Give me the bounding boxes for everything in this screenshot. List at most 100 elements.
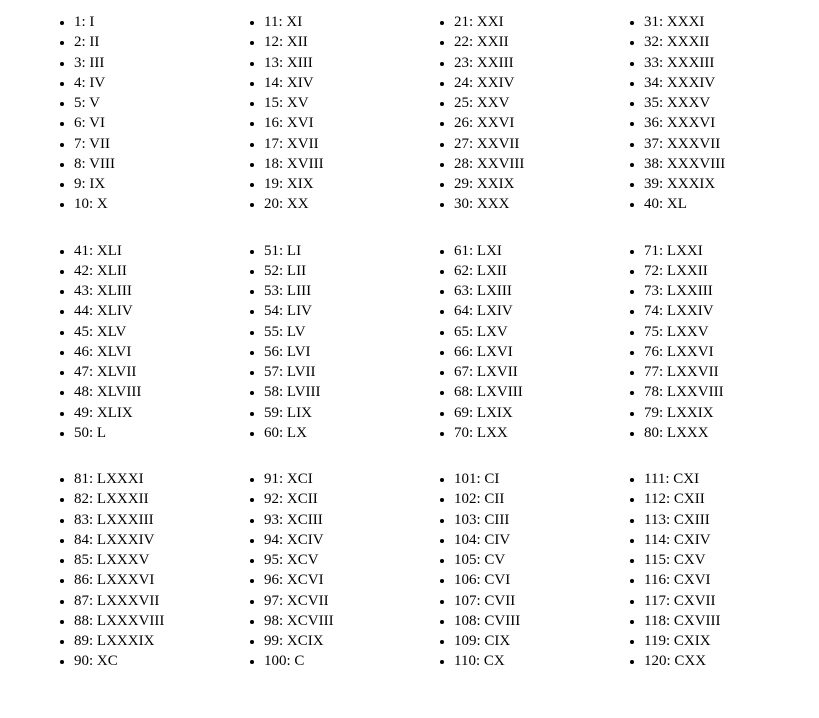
list-item: 35: XXXV bbox=[644, 93, 790, 113]
list-item: 30: XXX bbox=[454, 194, 600, 214]
list-item: 16: XVI bbox=[264, 113, 410, 133]
list-item: 78: LXXVIII bbox=[644, 382, 790, 402]
list-item: 28: XXVIII bbox=[454, 154, 600, 174]
list-item: 5: V bbox=[74, 93, 220, 113]
list-item: 80: LXXX bbox=[644, 423, 790, 443]
col-51-60: 51: LI 52: LII 53: LIII 54: LIV 55: LV 5… bbox=[220, 241, 410, 444]
list-item: 115: CXV bbox=[644, 550, 790, 570]
list-item: 83: LXXXIII bbox=[74, 510, 220, 530]
list-item: 66: LXVI bbox=[454, 342, 600, 362]
list-item: 119: CXIX bbox=[644, 631, 790, 651]
list-item: 53: LIII bbox=[264, 281, 410, 301]
list-item: 17: XVII bbox=[264, 134, 410, 154]
list-item: 99: XCIX bbox=[264, 631, 410, 651]
list-item: 62: LXII bbox=[454, 261, 600, 281]
numeral-table: 1: I 2: II 3: III 4: IV 5: V 6: VI 7: VI… bbox=[30, 12, 789, 672]
list-item: 106: CVI bbox=[454, 570, 600, 590]
row-2: 41: XLI 42: XLII 43: XLIII 44: XLIV 45: … bbox=[30, 241, 789, 444]
list-item: 34: XXXIV bbox=[644, 73, 790, 93]
list-item: 77: LXXVII bbox=[644, 362, 790, 382]
list-item: 105: CV bbox=[454, 550, 600, 570]
list-item: 45: XLV bbox=[74, 322, 220, 342]
list-item: 117: CXVII bbox=[644, 591, 790, 611]
list-item: 113: CXIII bbox=[644, 510, 790, 530]
list-item: 69: LXIX bbox=[454, 403, 600, 423]
list-item: 51: LI bbox=[264, 241, 410, 261]
list-item: 10: X bbox=[74, 194, 220, 214]
col-1-10: 1: I 2: II 3: III 4: IV 5: V 6: VI 7: VI… bbox=[30, 12, 220, 215]
list-item: 2: II bbox=[74, 32, 220, 52]
list-item: 91: XCI bbox=[264, 469, 410, 489]
list-item: 27: XXVII bbox=[454, 134, 600, 154]
list-item: 73: LXXIII bbox=[644, 281, 790, 301]
list-item: 81: LXXXI bbox=[74, 469, 220, 489]
col-81-90: 81: LXXXI 82: LXXXII 83: LXXXIII 84: LXX… bbox=[30, 469, 220, 672]
list-item: 32: XXXII bbox=[644, 32, 790, 52]
list-item: 109: CIX bbox=[454, 631, 600, 651]
list-item: 86: LXXXVI bbox=[74, 570, 220, 590]
list-item: 118: CXVIII bbox=[644, 611, 790, 631]
list-item: 67: LXVII bbox=[454, 362, 600, 382]
list-item: 22: XXII bbox=[454, 32, 600, 52]
list-item: 68: LXVIII bbox=[454, 382, 600, 402]
list-item: 40: XL bbox=[644, 194, 790, 214]
list-item: 102: CII bbox=[454, 489, 600, 509]
list-item: 85: LXXXV bbox=[74, 550, 220, 570]
col-101-110: 101: CI 102: CII 103: CIII 104: CIV 105:… bbox=[410, 469, 600, 672]
list-item: 56: LVI bbox=[264, 342, 410, 362]
list-item: 65: LXV bbox=[454, 322, 600, 342]
list-item: 8: VIII bbox=[74, 154, 220, 174]
list-item: 25: XXV bbox=[454, 93, 600, 113]
list-item: 9: IX bbox=[74, 174, 220, 194]
list-item: 61: LXI bbox=[454, 241, 600, 261]
list-item: 79: LXXIX bbox=[644, 403, 790, 423]
col-31-40: 31: XXXI 32: XXXII 33: XXXIII 34: XXXIV … bbox=[600, 12, 790, 215]
list-item: 89: LXXXIX bbox=[74, 631, 220, 651]
list-item: 94: XCIV bbox=[264, 530, 410, 550]
list-item: 104: CIV bbox=[454, 530, 600, 550]
list-item: 46: XLVI bbox=[74, 342, 220, 362]
list-item: 76: LXXVI bbox=[644, 342, 790, 362]
list-item: 103: CIII bbox=[454, 510, 600, 530]
list-item: 50: L bbox=[74, 423, 220, 443]
list-item: 98: XCVIII bbox=[264, 611, 410, 631]
list-item: 97: XCVII bbox=[264, 591, 410, 611]
list-item: 42: XLII bbox=[74, 261, 220, 281]
list-item: 95: XCV bbox=[264, 550, 410, 570]
row-1: 1: I 2: II 3: III 4: IV 5: V 6: VI 7: VI… bbox=[30, 12, 789, 215]
list-item: 39: XXXIX bbox=[644, 174, 790, 194]
list-item: 18: XVIII bbox=[264, 154, 410, 174]
list-item: 82: LXXXII bbox=[74, 489, 220, 509]
list-item: 107: CVII bbox=[454, 591, 600, 611]
col-21-30: 21: XXI 22: XXII 23: XXIII 24: XXIV 25: … bbox=[410, 12, 600, 215]
list-item: 101: CI bbox=[454, 469, 600, 489]
list-item: 33: XXXIII bbox=[644, 53, 790, 73]
list-item: 48: XLVIII bbox=[74, 382, 220, 402]
list-item: 26: XXVI bbox=[454, 113, 600, 133]
list-item: 41: XLI bbox=[74, 241, 220, 261]
list-item: 92: XCII bbox=[264, 489, 410, 509]
list-item: 54: LIV bbox=[264, 301, 410, 321]
list-item: 93: XCIII bbox=[264, 510, 410, 530]
list-item: 37: XXXVII bbox=[644, 134, 790, 154]
list-item: 71: LXXI bbox=[644, 241, 790, 261]
list-item: 112: CXII bbox=[644, 489, 790, 509]
list-item: 1: I bbox=[74, 12, 220, 32]
list-item: 38: XXXVIII bbox=[644, 154, 790, 174]
list-item: 24: XXIV bbox=[454, 73, 600, 93]
list-item: 110: CX bbox=[454, 651, 600, 671]
list-item: 14: XIV bbox=[264, 73, 410, 93]
col-71-80: 71: LXXI 72: LXXII 73: LXXIII 74: LXXIV … bbox=[600, 241, 790, 444]
list-item: 20: XX bbox=[264, 194, 410, 214]
list-item: 64: LXIV bbox=[454, 301, 600, 321]
list-item: 87: LXXXVII bbox=[74, 591, 220, 611]
list-item: 36: XXXVI bbox=[644, 113, 790, 133]
list-item: 6: VI bbox=[74, 113, 220, 133]
list-item: 100: C bbox=[264, 651, 410, 671]
list-item: 15: XV bbox=[264, 93, 410, 113]
list-item: 63: LXIII bbox=[454, 281, 600, 301]
list-item: 57: LVII bbox=[264, 362, 410, 382]
list-item: 11: XI bbox=[264, 12, 410, 32]
col-41-50: 41: XLI 42: XLII 43: XLIII 44: XLIV 45: … bbox=[30, 241, 220, 444]
col-111-120: 111: CXI 112: CXII 113: CXIII 114: CXIV … bbox=[600, 469, 790, 672]
